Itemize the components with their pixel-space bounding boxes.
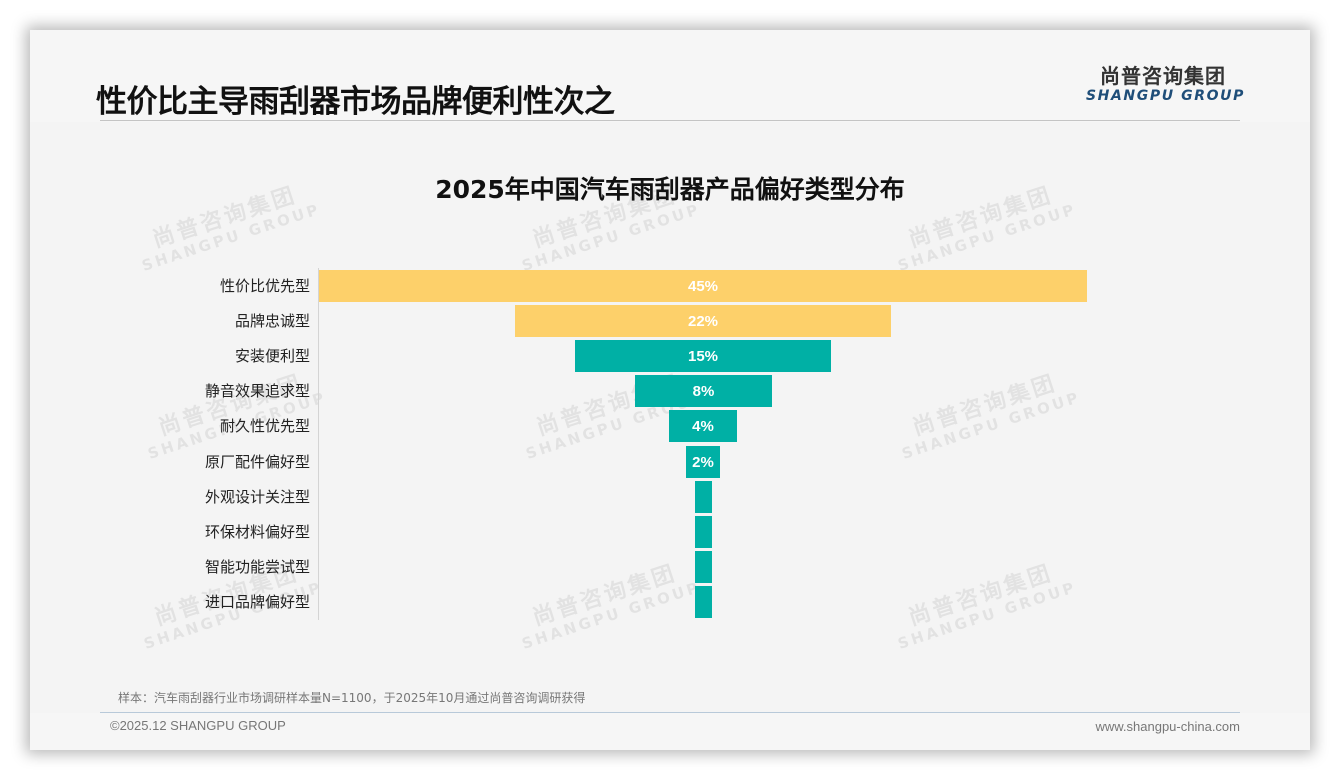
category-label: 性价比优先型	[219, 277, 310, 295]
watermark: 尚普咨询集团 SHANGPU GROUP	[895, 560, 1079, 653]
funnel-bar: 15%	[575, 340, 831, 372]
copyright: ©2025.12 SHANGPU GROUP	[110, 718, 286, 733]
shangpu-logo: 尚普咨询集团 SHANGPU GROUP	[1086, 64, 1245, 104]
funnel-bar: 8%	[635, 375, 772, 407]
footer-band	[30, 713, 1310, 750]
category-label: 耐久性优先型	[219, 417, 310, 435]
chart-title: 2025年中国汽车雨刮器产品偏好类型分布	[435, 175, 905, 204]
logo-english-text: SHANGPU GROUP	[1086, 88, 1245, 104]
logo-chinese-text: 尚普咨询集团	[1100, 64, 1226, 88]
slide: 尚普咨询集团 SHANGPU GROUP 尚普咨询集团 SHANGPU GROUP …	[30, 30, 1310, 750]
watermark: 尚普咨询集团 SHANGPU GROUP	[899, 370, 1083, 463]
bar-value-label: 15%	[687, 347, 719, 365]
bar-value-label: 22%	[687, 312, 719, 330]
category-label: 静音效果追求型	[204, 382, 310, 400]
category-axis-line	[318, 268, 319, 620]
bar-value-label: 4%	[692, 417, 714, 435]
category-label: 环保材料偏好型	[204, 523, 310, 541]
bar-value-label: 45%	[687, 277, 719, 295]
category-label: 品牌忠诚型	[234, 312, 310, 330]
website-link[interactable]: www.shangpu-china.com	[1095, 719, 1240, 734]
funnel-bar: 22%	[515, 305, 891, 337]
sample-note: 样本：汽车雨刮器行业市场调研样本量N=1100，于2025年10月通过尚普咨询调…	[118, 691, 586, 705]
category-label: 智能功能尝试型	[204, 558, 310, 576]
funnel-bar: 45%	[319, 270, 1087, 302]
funnel-bar	[695, 586, 712, 618]
category-label: 安装便利型	[234, 347, 310, 365]
watermark: 尚普咨询集团 SHANGPU GROUP	[519, 560, 703, 653]
funnel-bar	[695, 516, 712, 548]
category-label: 原厂配件偏好型	[204, 453, 310, 471]
funnel-bar	[695, 481, 712, 513]
category-label: 进口品牌偏好型	[204, 593, 310, 611]
bar-value-label: 8%	[692, 382, 715, 400]
page-title: 性价比主导雨刮器市场品牌便利性次之	[96, 84, 615, 120]
category-label: 外观设计关注型	[204, 488, 310, 506]
bar-value-label: 2%	[692, 453, 714, 471]
header-band	[30, 30, 1310, 122]
funnel-bar	[695, 551, 712, 583]
funnel-bar: 2%	[686, 446, 720, 478]
footer-divider	[100, 712, 1240, 713]
title-divider	[100, 120, 1240, 121]
funnel-bar: 4%	[669, 410, 737, 442]
